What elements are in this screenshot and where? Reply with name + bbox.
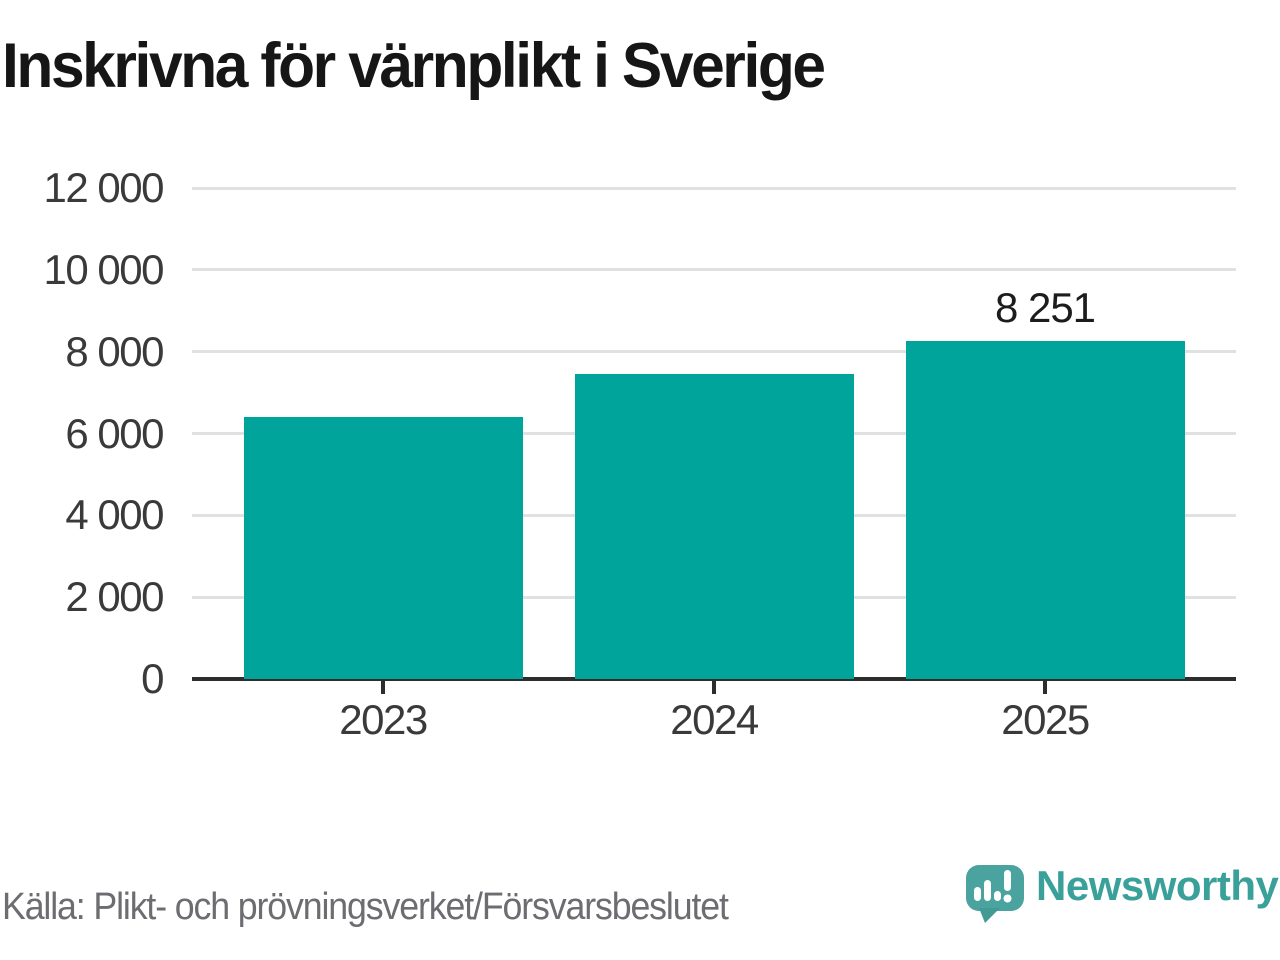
newsworthy-wordmark: Newsworthy bbox=[1036, 862, 1279, 909]
y-tick-label-6000: 6 000 bbox=[65, 409, 164, 457]
y-tick-label-10000: 10 000 bbox=[43, 245, 165, 293]
y-tick-label-2000: 2 000 bbox=[65, 573, 164, 621]
source-caption: Källa: Plikt- och prövningsverket/Försva… bbox=[2, 886, 729, 928]
y-tick-label-0: 0 bbox=[141, 655, 164, 702]
gridline-8000 bbox=[192, 350, 1236, 354]
y-tick-label-8000: 8 000 bbox=[65, 327, 164, 375]
value-label-2025: 8 251 bbox=[994, 284, 1096, 332]
bar-2024 bbox=[574, 374, 854, 679]
x-tick-mark-2023 bbox=[381, 681, 385, 694]
bar-2025 bbox=[905, 341, 1185, 679]
bar-2023 bbox=[243, 417, 523, 679]
x-tick-mark-2025 bbox=[1043, 681, 1047, 694]
chart-title: Inskrivna för värnplikt i Sverige bbox=[2, 31, 826, 101]
plot-area: 2023 2024 2025 8 251 bbox=[192, 186, 1236, 741]
gridline-10000 bbox=[192, 268, 1236, 272]
y-tick-label-4000: 4 000 bbox=[65, 491, 164, 539]
x-axis-line bbox=[192, 677, 1236, 681]
x-tick-label-2025: 2025 bbox=[1001, 696, 1090, 743]
x-tick-label-2023: 2023 bbox=[339, 696, 428, 743]
gridline-12000 bbox=[192, 186, 1236, 190]
x-tick-mark-2024 bbox=[712, 681, 716, 694]
x-tick-label-2024: 2024 bbox=[670, 696, 759, 743]
newsworthy-mark-icon bbox=[966, 865, 1024, 923]
y-tick-label-12000: 12 000 bbox=[43, 164, 165, 211]
newsworthy-logo: Newsworthy bbox=[964, 860, 1279, 930]
